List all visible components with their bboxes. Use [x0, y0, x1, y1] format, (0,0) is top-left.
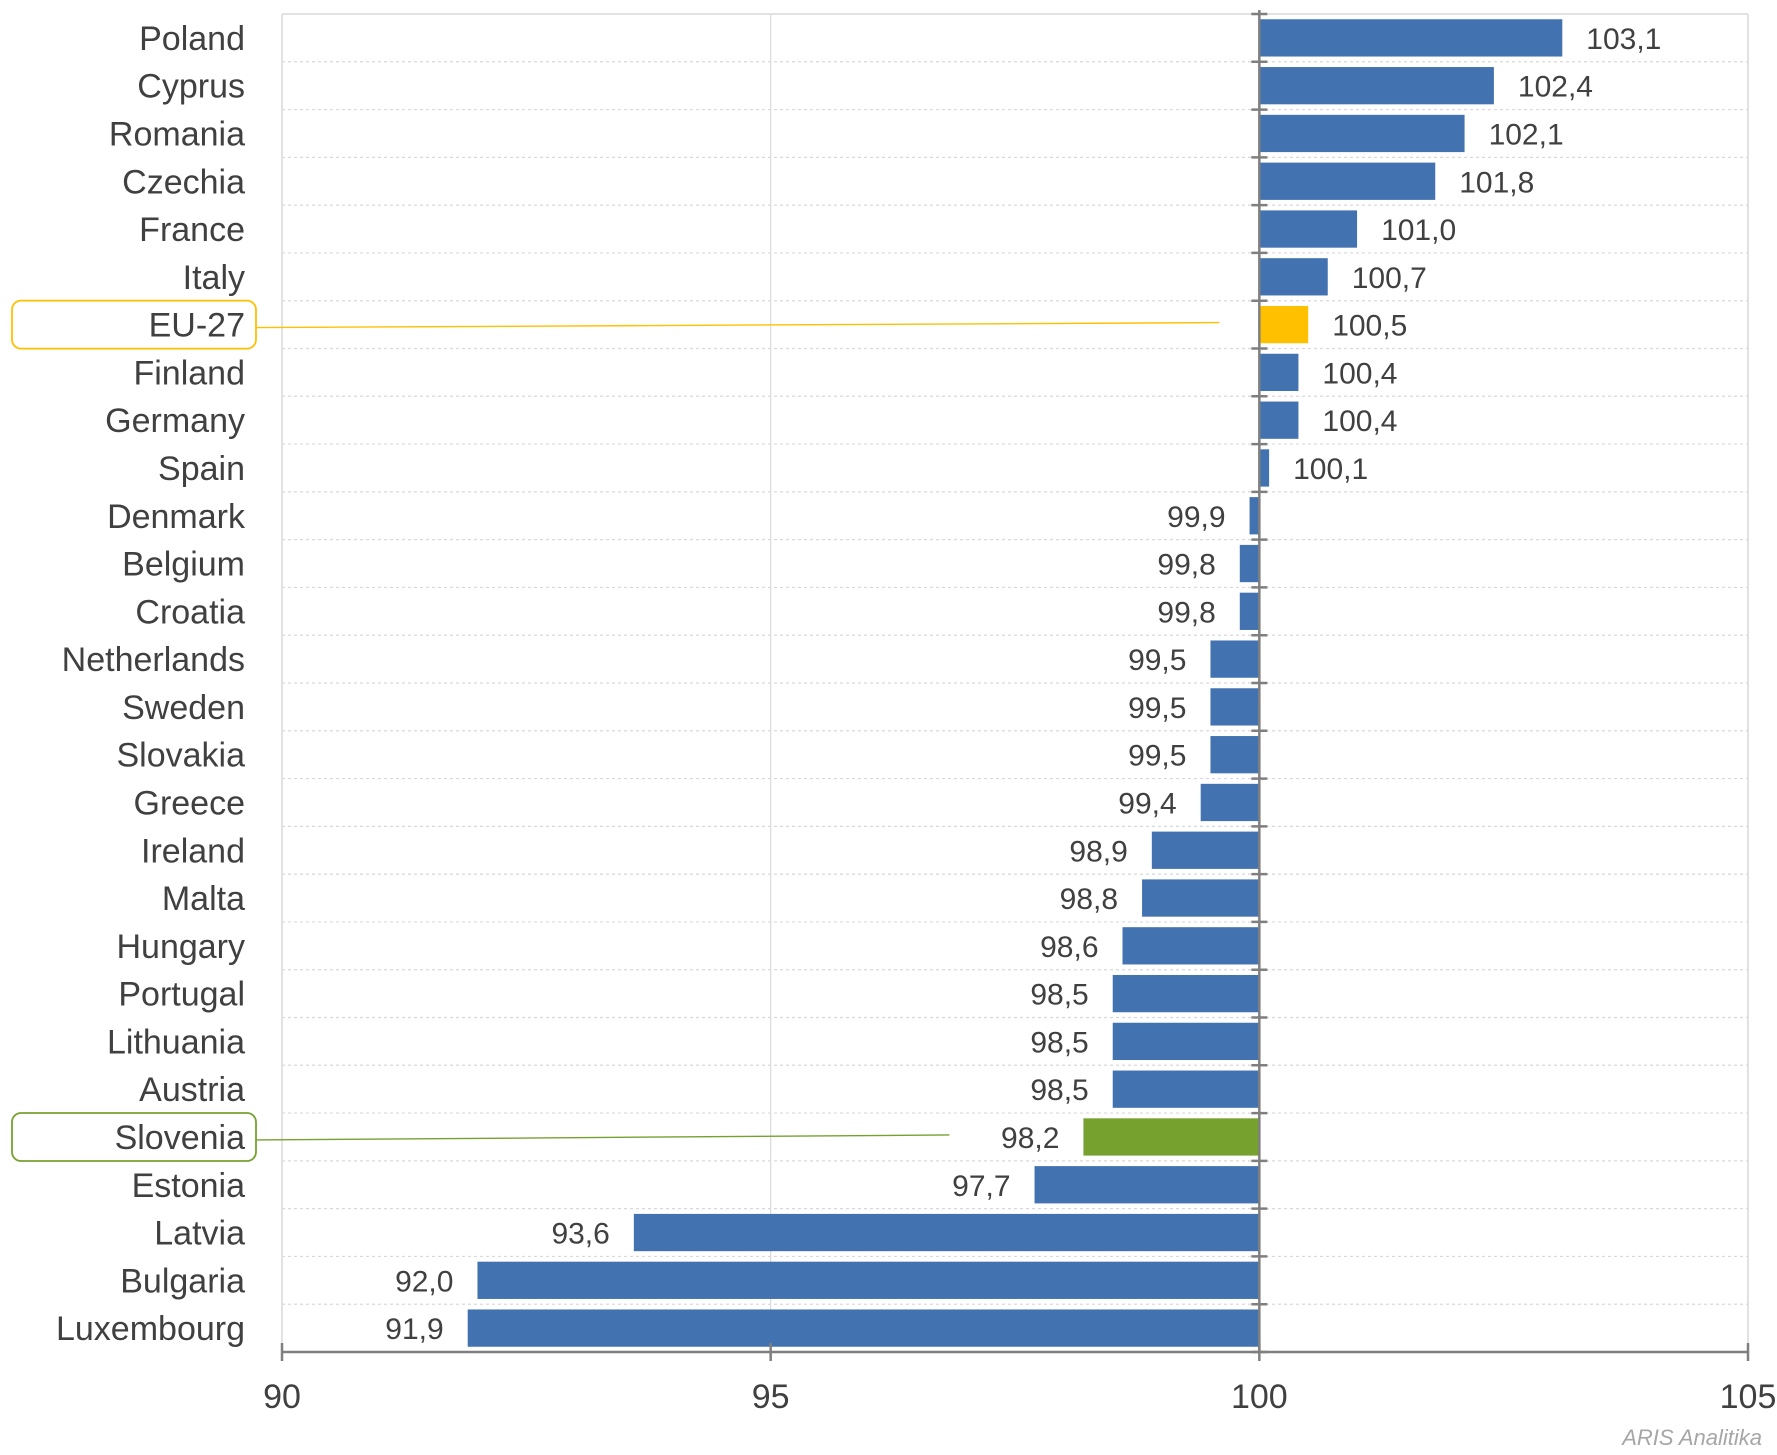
category-label: Belgium	[122, 546, 245, 584]
bar-lithuania	[1112, 1022, 1260, 1061]
connector-line	[255, 1134, 950, 1141]
axis-layer	[280, 10, 1750, 1361]
bar-layer	[467, 19, 1563, 1347]
value-label: 100,1	[1293, 453, 1368, 486]
bar-portugal	[1112, 974, 1260, 1013]
value-label: 100,7	[1352, 262, 1427, 295]
bar-slovakia	[1210, 736, 1260, 774]
category-label: Ireland	[141, 832, 245, 870]
category-label: EU-27	[149, 307, 245, 345]
value-label: 99,9	[1167, 501, 1225, 534]
connector-layer	[255, 321, 1220, 1141]
category-label: Bulgaria	[120, 1262, 245, 1300]
value-label: 100,4	[1322, 357, 1397, 390]
bar-cyprus	[1259, 67, 1494, 105]
category-label: Luxembourg	[56, 1310, 245, 1348]
bar-belgium	[1239, 544, 1260, 583]
value-label: 99,8	[1157, 549, 1215, 582]
bar-france	[1259, 210, 1358, 248]
bar-bulgaria	[477, 1261, 1260, 1299]
category-label: France	[139, 211, 245, 249]
value-label: 101,8	[1459, 166, 1534, 199]
x-tick-label: 90	[263, 1378, 301, 1416]
bar-netherlands	[1210, 640, 1260, 678]
category-label: Portugal	[118, 976, 245, 1014]
category-label: Finland	[133, 354, 245, 392]
value-label: 98,5	[1030, 1026, 1088, 1059]
category-label: Croatia	[135, 593, 245, 631]
category-label: Latvia	[154, 1215, 245, 1253]
category-label: Czechia	[122, 163, 245, 201]
highlight-box-eu-27	[11, 299, 257, 350]
bar-sweden	[1210, 688, 1260, 726]
value-label: 98,9	[1069, 835, 1127, 868]
bar-romania	[1259, 114, 1465, 153]
value-label: 100,5	[1332, 310, 1407, 343]
category-label: Denmark	[107, 498, 246, 536]
value-label: 99,5	[1128, 740, 1186, 773]
bar-greece	[1200, 783, 1260, 822]
value-label: 98,5	[1030, 1074, 1088, 1107]
x-tick-label: 95	[752, 1378, 790, 1416]
bar-eu-27	[1259, 305, 1309, 344]
value-label: 101,0	[1381, 214, 1456, 247]
category-label: Estonia	[132, 1167, 245, 1205]
value-label: 98,2	[1001, 1122, 1059, 1155]
category-label: Greece	[134, 784, 246, 822]
category-label: Lithuania	[107, 1023, 245, 1061]
value-label: 99,5	[1128, 644, 1186, 677]
bar-germany	[1259, 401, 1299, 439]
bar-finland	[1259, 353, 1299, 392]
bar-ireland	[1151, 831, 1260, 869]
value-label: 100,4	[1322, 405, 1397, 438]
label-layer: Poland 103,1 Cyprus 102,4 Romania 102,1 Czechi…	[11, 20, 1777, 1416]
value-label: 98,8	[1060, 883, 1118, 916]
bar-czechia	[1259, 162, 1436, 200]
bar-estonia	[1034, 1166, 1260, 1204]
bar-austria	[1112, 1070, 1260, 1108]
category-label: Germany	[105, 402, 245, 440]
value-label: 102,1	[1489, 118, 1564, 151]
value-label: 99,4	[1118, 787, 1176, 820]
bar-spain	[1259, 449, 1270, 487]
category-label: Netherlands	[62, 641, 245, 679]
value-label: 102,4	[1518, 71, 1593, 104]
category-label: Italy	[183, 259, 245, 297]
value-label: 93,6	[551, 1218, 609, 1251]
bar-italy	[1259, 258, 1328, 296]
bar-slovenia	[1083, 1118, 1260, 1156]
x-tick-label: 100	[1231, 1378, 1288, 1416]
highlight-box-slovenia	[11, 1112, 257, 1162]
value-label: 99,5	[1128, 692, 1186, 725]
category-label: Poland	[139, 20, 245, 58]
credit-text: ARIS Analitika	[1620, 1425, 1762, 1450]
category-label: Hungary	[116, 928, 245, 966]
x-tick-label: 105	[1720, 1378, 1777, 1416]
category-label: Cyprus	[137, 68, 245, 106]
value-label: 91,9	[385, 1313, 443, 1346]
value-label: 98,5	[1030, 979, 1088, 1012]
category-label: Sweden	[122, 689, 245, 727]
bar-hungary	[1122, 927, 1260, 965]
bar-croatia	[1239, 592, 1260, 630]
category-label: Romania	[109, 115, 245, 153]
value-label: 98,6	[1040, 931, 1098, 964]
category-label: Spain	[158, 450, 245, 488]
bar-denmark	[1249, 497, 1260, 535]
bar-malta	[1142, 879, 1260, 917]
category-label: Austria	[139, 1071, 245, 1109]
bar-poland	[1259, 19, 1563, 57]
category-label: Slovakia	[116, 737, 245, 775]
value-label: 99,8	[1157, 596, 1215, 629]
connector-line	[255, 321, 1220, 329]
value-label: 97,7	[952, 1170, 1010, 1203]
category-label: Slovenia	[115, 1119, 246, 1157]
bar-latvia	[633, 1213, 1260, 1252]
category-label: Malta	[162, 880, 245, 918]
value-label: 103,1	[1586, 23, 1661, 56]
bar-luxembourg	[467, 1309, 1260, 1347]
value-label: 92,0	[395, 1265, 453, 1298]
grid-layer	[281, 13, 1749, 1352]
